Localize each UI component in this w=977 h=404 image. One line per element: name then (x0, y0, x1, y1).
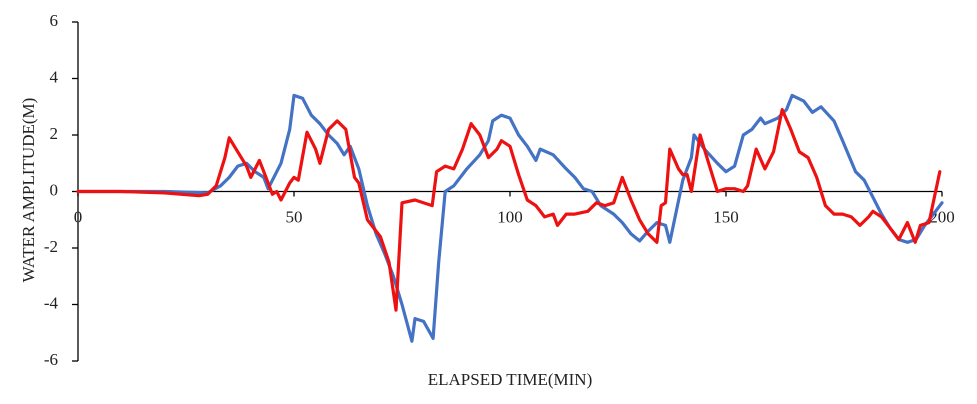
x-tick-label: 50 (286, 207, 303, 226)
y-tick-label: 2 (50, 124, 59, 143)
y-tick-label: -2 (44, 237, 58, 256)
series-line (76, 108, 942, 312)
y-tick-label: -4 (44, 293, 59, 312)
y-axis-label: WATER AMPLITUDE(M) (19, 98, 38, 283)
x-tick-label: 0 (74, 207, 83, 226)
y-tick-label: 4 (50, 67, 59, 86)
y-tick-label: 0 (50, 180, 59, 199)
x-axis-label: ELAPSED TIME(MIN) (428, 370, 592, 389)
y-tick-label: 6 (50, 11, 59, 30)
x-tick-label: 150 (713, 207, 739, 226)
x-tick-label: 100 (497, 207, 523, 226)
y-tick-label: -6 (44, 350, 58, 369)
series-line (76, 93, 944, 343)
